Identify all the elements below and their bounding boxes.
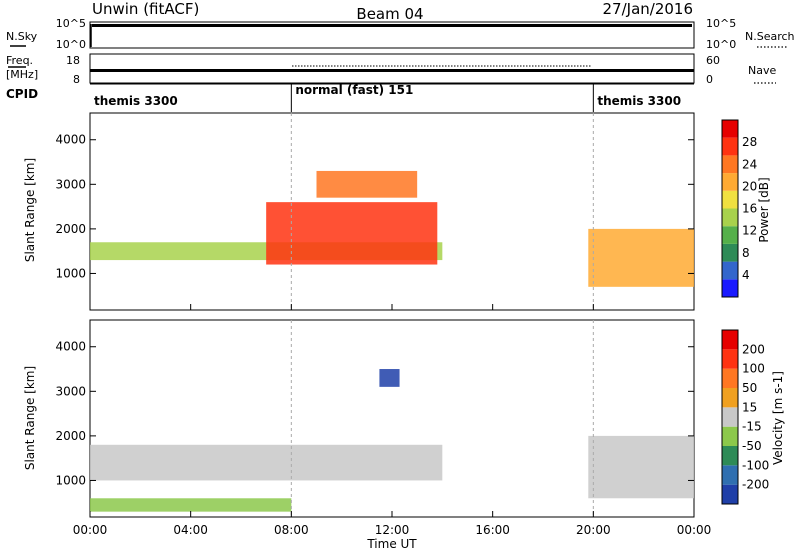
velocity-ylabel: Slant Range [km] [23,366,37,470]
power-colorbar-tick: 20 [742,179,757,193]
power-colorbar-tick: 8 [742,246,750,260]
velocity-ytick-label: 1000 [55,473,86,487]
velocity-colorbar-swatch [722,407,738,427]
noise-sky-line [92,24,692,26]
velocity-colorbar-label: Velocity [m s-1] [771,371,785,465]
time-tick-label: 00:00 [73,523,108,537]
noise-tick-top: 10^5 [56,17,86,30]
power-panel: 1000 2000 3000 4000 Slant Range [km] 4 8 12 16… [23,112,771,311]
nave-label: Nave [748,64,776,77]
velocity-echo-region [90,498,292,512]
time-tick-label: 12:00 [375,523,410,537]
power-ytick-label: 3000 [55,177,86,191]
velocity-colorbar-tick: -50 [742,439,762,453]
velocity-colorbar-swatch [722,349,738,369]
velocity-colorbar-swatch [722,426,738,446]
power-colorbar-swatch [722,279,738,297]
cpid-segment-label: themis 3300 [597,94,681,108]
velocity-colorbar-tick: 15 [742,400,757,414]
velocity-ytick-label: 4000 [55,340,86,354]
noise-panel: 10^5 10^0 10^5 10^0 N.Sky N.Search [6,17,795,51]
power-echo-region [266,202,438,265]
freq-unit-label: [MHz] [6,68,38,81]
power-colorbar-swatch [722,226,738,244]
noise-right-tick-bottom: 10^0 [706,38,736,51]
velocity-colorbar-tick: -100 [742,458,769,472]
velocity-colorbar-tick: -200 [742,478,769,492]
time-tick-label: 16:00 [475,523,510,537]
title-center: Beam 04 [356,5,423,23]
velocity-colorbar-swatch [722,484,738,504]
cpid-segment-label: normal (fast) 151 [295,83,413,97]
velocity-colorbar-frame [721,329,739,505]
power-colorbar-swatch [722,261,738,280]
time-tick-label: 08:00 [274,523,309,537]
noise-tick-bottom: 10^0 [56,38,86,51]
velocity-colorbar-swatch [722,330,738,350]
power-echo-region [316,170,418,198]
power-colorbar-tick: 4 [742,268,750,282]
velocity-echo-region [379,369,400,387]
time-tick-label: 20:00 [576,523,611,537]
power-colorbar-tick: 28 [742,135,757,149]
velocity-colorbar-tick: 200 [742,342,765,356]
velocity-colorbar-swatch [722,446,738,466]
power-colorbar-swatch [722,190,738,209]
freq-panel: 18 8 60 0 Freq. [MHz] Nave [6,53,776,86]
freq-tick-bottom: 8 [73,73,80,86]
title-right: 27/Jan/2016 [603,0,694,18]
velocity-colorbar-swatch [722,465,738,485]
velocity-colorbar-swatch [722,368,738,388]
power-ytick-label: 4000 [55,133,86,147]
power-colorbar-frame [721,119,739,298]
time-tick-label: 04:00 [173,523,208,537]
power-echo-region [588,228,694,287]
nsky-label: N.Sky [6,30,38,43]
power-ytick-label: 1000 [55,266,86,280]
power-colorbar-tick: 12 [742,224,757,238]
noise-panel-frame [89,21,695,49]
nsearch-label: N.Search [745,30,795,43]
freq-right-tick-top: 60 [706,54,720,67]
freq-line-themis-1 [90,69,292,72]
freq-panel-frame [89,53,695,84]
cpid-row: CPID themis 3300 normal (fast) 151 themis … [6,83,694,112]
power-colorbar-tick: 16 [742,202,757,216]
freq-right-tick-bottom: 0 [706,73,713,86]
freq-label: Freq. [6,54,33,67]
power-ytick-label: 2000 [55,222,86,236]
power-colorbar-tick: 24 [742,157,757,171]
title-left: Unwin (fitACF) [92,0,199,18]
velocity-colorbar-swatch [722,388,738,408]
power-colorbar-swatch [722,137,738,156]
velocity-echo-region [588,435,694,499]
freq-tick-top: 18 [66,54,80,67]
velocity-colorbar-tick: -15 [742,420,762,434]
power-ylabel: Slant Range [km] [23,158,37,262]
velocity-ytick-label: 3000 [55,384,86,398]
velocity-colorbar-tick: 100 [742,362,765,376]
power-colorbar-swatch [722,120,738,138]
velocity-colorbar-tick: 50 [742,381,757,395]
power-colorbar-label: Power [dB] [757,177,771,242]
freq-line-normal [292,69,592,72]
cpid-label: CPID [6,87,38,101]
cpid-segment-label: themis 3300 [94,94,178,108]
velocity-echo-region [90,444,443,481]
freq-line-themis-2 [592,69,694,72]
noise-search-line [92,26,692,27]
velocity-panel: 1000 2000 3000 4000 Slant Range [km] 200 100… [23,319,785,518]
time-axis-title: Time UT [366,537,417,551]
time-axis: 00:00 04:00 08:00 12:00 16:00 20:00 00:00 [73,304,712,537]
power-colorbar-swatch [722,155,738,174]
power-colorbar-swatch [722,208,738,227]
power-colorbar-swatch [722,243,738,262]
noise-right-tick-top: 10^5 [706,17,736,30]
velocity-ytick-label: 2000 [55,429,86,443]
time-tick-label: 00:00 [677,523,712,537]
power-colorbar-swatch [722,173,738,191]
